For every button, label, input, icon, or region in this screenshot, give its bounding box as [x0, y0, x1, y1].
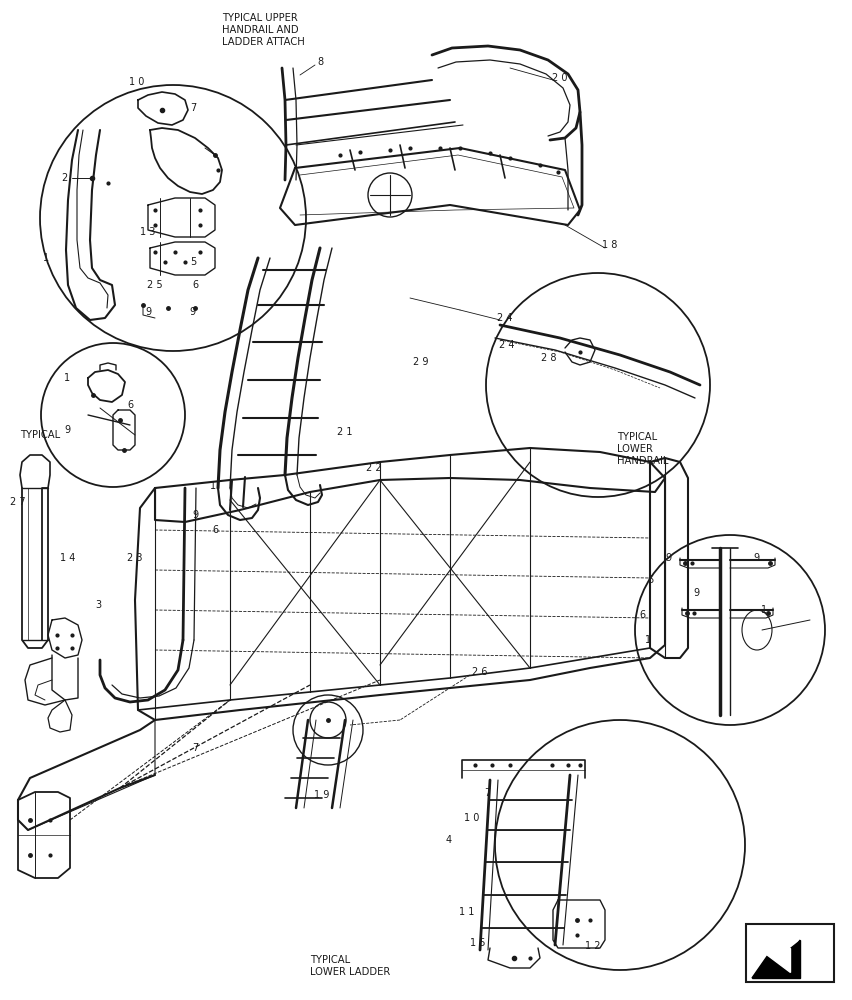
Text: 4: 4: [446, 835, 452, 845]
Text: 1 1: 1 1: [459, 907, 475, 917]
Text: 6: 6: [639, 610, 645, 620]
Polygon shape: [758, 948, 790, 972]
Text: 9: 9: [145, 307, 151, 317]
Text: 1 2: 1 2: [585, 941, 601, 951]
Text: 7: 7: [190, 103, 196, 113]
Text: 2 3: 2 3: [127, 553, 143, 563]
Text: TYPICAL: TYPICAL: [20, 430, 60, 440]
Text: 1: 1: [761, 605, 767, 615]
Text: TYPICAL: TYPICAL: [617, 432, 657, 442]
Text: 2: 2: [60, 173, 67, 183]
Text: 2 0: 2 0: [552, 73, 567, 83]
Text: 9: 9: [64, 425, 70, 435]
Polygon shape: [752, 940, 800, 978]
Text: 2 5: 2 5: [147, 280, 163, 290]
Text: HANDRAIL: HANDRAIL: [617, 456, 668, 466]
Text: 1: 1: [43, 253, 49, 263]
Text: LADDER ATTACH: LADDER ATTACH: [222, 37, 305, 47]
Text: 2 9: 2 9: [413, 357, 429, 367]
Text: 1 5: 1 5: [470, 938, 486, 948]
Text: 9: 9: [665, 553, 671, 563]
Text: 7: 7: [192, 743, 199, 753]
Text: 1: 1: [645, 635, 651, 645]
Text: 6: 6: [127, 400, 133, 410]
Text: HANDRAIL AND: HANDRAIL AND: [222, 25, 298, 35]
Text: 1: 1: [210, 481, 216, 491]
Text: 2 7: 2 7: [10, 497, 26, 507]
Text: 1 4: 1 4: [60, 553, 76, 563]
Text: 2 1: 2 1: [337, 427, 353, 437]
Text: 6: 6: [647, 575, 653, 585]
Text: 9: 9: [693, 588, 699, 598]
Text: 5: 5: [190, 257, 196, 267]
FancyBboxPatch shape: [746, 924, 834, 982]
Text: 3: 3: [95, 600, 101, 610]
Text: 1 3: 1 3: [141, 227, 156, 237]
Text: 1 8: 1 8: [602, 240, 618, 250]
Text: 9: 9: [189, 307, 195, 317]
Text: 9: 9: [192, 510, 198, 520]
Text: LOWER: LOWER: [617, 444, 653, 454]
Text: 2 2: 2 2: [366, 463, 382, 473]
Text: 9: 9: [753, 553, 759, 563]
Text: 2 4: 2 4: [498, 313, 513, 323]
Text: 1: 1: [64, 373, 70, 383]
Polygon shape: [752, 940, 800, 978]
Text: 7: 7: [484, 788, 490, 798]
Text: 2 6: 2 6: [472, 667, 487, 677]
Text: TYPICAL UPPER: TYPICAL UPPER: [222, 13, 297, 23]
Text: 6: 6: [212, 525, 218, 535]
Text: 1 0: 1 0: [464, 813, 480, 823]
Text: LOWER LADDER: LOWER LADDER: [310, 967, 390, 977]
Text: 1 0: 1 0: [130, 77, 145, 87]
Text: 1 9: 1 9: [314, 790, 330, 800]
Text: TYPICAL: TYPICAL: [310, 955, 350, 965]
Text: 8: 8: [317, 57, 323, 67]
Text: 6: 6: [192, 280, 198, 290]
Text: 2 4: 2 4: [499, 340, 515, 350]
Text: 2 8: 2 8: [541, 353, 556, 363]
